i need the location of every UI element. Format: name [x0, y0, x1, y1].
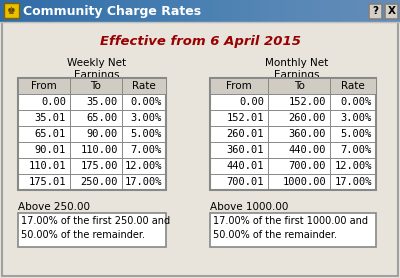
Text: 3.00%: 3.00% — [131, 113, 162, 123]
Text: To: To — [90, 81, 102, 91]
Text: 90.01: 90.01 — [35, 145, 66, 155]
Text: 152.00: 152.00 — [288, 97, 326, 107]
Text: 0.00: 0.00 — [239, 97, 264, 107]
Text: ♚: ♚ — [7, 6, 16, 16]
Text: 260.00: 260.00 — [288, 113, 326, 123]
Text: Community Charge Rates: Community Charge Rates — [23, 4, 201, 18]
Text: 110.01: 110.01 — [28, 161, 66, 171]
Text: 0.00: 0.00 — [41, 97, 66, 107]
Text: From: From — [226, 81, 252, 91]
Text: 0.00%: 0.00% — [341, 97, 372, 107]
Bar — [0, 0, 400, 22]
Text: 360.01: 360.01 — [226, 145, 264, 155]
Text: 17.00%: 17.00% — [334, 177, 372, 187]
Text: 12.00%: 12.00% — [334, 161, 372, 171]
Bar — [210, 78, 376, 190]
Text: Rate: Rate — [341, 81, 365, 91]
Text: Effective from 6 April 2015: Effective from 6 April 2015 — [100, 36, 300, 48]
Text: 5.00%: 5.00% — [131, 129, 162, 139]
Bar — [18, 213, 166, 247]
Text: 7.00%: 7.00% — [341, 145, 372, 155]
Text: 700.01: 700.01 — [226, 177, 264, 187]
Text: 440.00: 440.00 — [288, 145, 326, 155]
Text: 250.00: 250.00 — [80, 177, 118, 187]
Bar — [385, 4, 398, 19]
Text: 440.01: 440.01 — [226, 161, 264, 171]
Text: 175.01: 175.01 — [28, 177, 66, 187]
Text: 65.01: 65.01 — [35, 129, 66, 139]
Bar — [18, 78, 166, 190]
Text: 110.00: 110.00 — [80, 145, 118, 155]
Text: 17.00% of the first 1000.00 and
50.00% of the remainder.: 17.00% of the first 1000.00 and 50.00% o… — [213, 216, 368, 240]
Text: To: To — [294, 81, 304, 91]
Text: 7.00%: 7.00% — [131, 145, 162, 155]
Text: 175.00: 175.00 — [80, 161, 118, 171]
Text: 17.00% of the first 250.00 and
50.00% of the remainder.: 17.00% of the first 250.00 and 50.00% of… — [21, 216, 170, 240]
Text: 0.00%: 0.00% — [131, 97, 162, 107]
Text: 35.01: 35.01 — [35, 113, 66, 123]
Text: ?: ? — [372, 6, 378, 16]
Text: 152.01: 152.01 — [226, 113, 264, 123]
Text: 35.00: 35.00 — [87, 97, 118, 107]
Text: 3.00%: 3.00% — [341, 113, 372, 123]
Text: X: X — [388, 6, 396, 16]
Bar — [210, 213, 376, 247]
Text: 260.01: 260.01 — [226, 129, 264, 139]
Text: 360.00: 360.00 — [288, 129, 326, 139]
Text: 17.00%: 17.00% — [124, 177, 162, 187]
Text: 90.00: 90.00 — [87, 129, 118, 139]
Text: Above 1000.00: Above 1000.00 — [210, 202, 288, 212]
Text: 65.00: 65.00 — [87, 113, 118, 123]
Text: Rate: Rate — [132, 81, 156, 91]
Text: 1000.00: 1000.00 — [282, 177, 326, 187]
Bar — [369, 4, 382, 19]
Bar — [210, 78, 376, 94]
Bar — [4, 3, 19, 18]
Text: From: From — [31, 81, 57, 91]
Text: 700.00: 700.00 — [288, 161, 326, 171]
Text: Monthly Net
Earnings: Monthly Net Earnings — [265, 58, 329, 80]
Text: Above 250.00: Above 250.00 — [18, 202, 90, 212]
Bar — [18, 78, 166, 94]
Text: Weekly Net
Earnings: Weekly Net Earnings — [68, 58, 126, 80]
Text: 12.00%: 12.00% — [124, 161, 162, 171]
Text: 5.00%: 5.00% — [341, 129, 372, 139]
